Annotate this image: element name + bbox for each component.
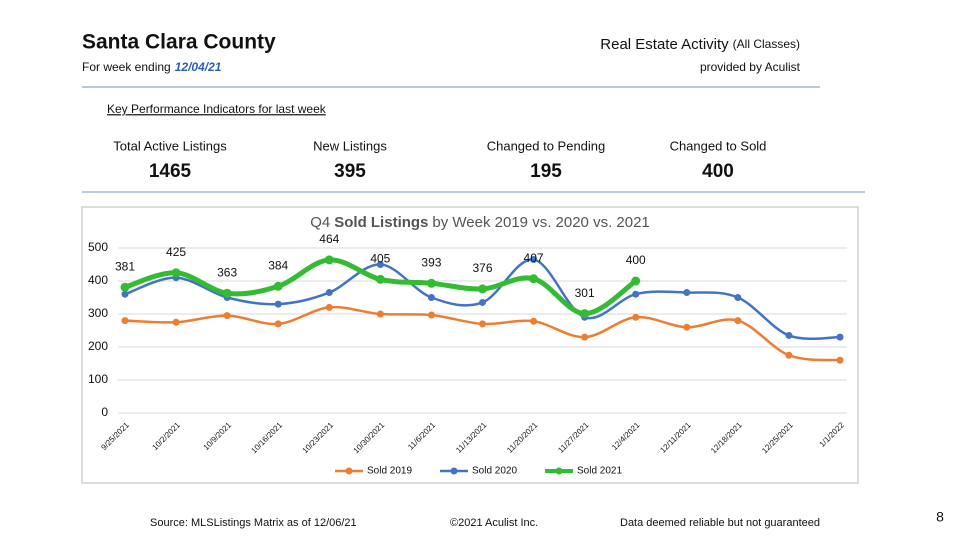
point-marker xyxy=(121,317,129,325)
point-marker xyxy=(325,303,333,311)
y-tick-label: 100 xyxy=(88,372,108,386)
point-marker xyxy=(478,284,487,294)
point-marker xyxy=(632,290,640,298)
point-marker xyxy=(427,311,435,319)
footer-disclaimer: Data deemed reliable but not guaranteed xyxy=(620,517,820,529)
point-marker xyxy=(683,323,691,331)
report-classes: (All Classes) xyxy=(733,37,800,51)
point-marker xyxy=(632,313,640,321)
y-tick-label: 0 xyxy=(101,405,108,419)
point-marker xyxy=(530,317,538,325)
kpi-value: 195 xyxy=(530,161,562,182)
y-tick-label: 400 xyxy=(88,273,108,287)
point-marker xyxy=(427,294,435,301)
kpi-value: 395 xyxy=(334,161,366,182)
point-marker xyxy=(426,278,436,288)
point-marker xyxy=(530,256,538,264)
legend-label: Sold 2019 xyxy=(367,466,412,477)
provider: provided by Aculist xyxy=(700,60,801,74)
legend-label: Sold 2020 xyxy=(472,466,517,477)
data-label: 381 xyxy=(115,259,135,273)
week-line: For week ending 12/04/21 xyxy=(82,60,222,74)
point-marker xyxy=(222,288,232,298)
data-label: 301 xyxy=(575,286,595,300)
point-marker xyxy=(376,310,384,318)
chart-title-part: Q4 xyxy=(310,214,330,231)
y-tick-label: 200 xyxy=(88,339,108,353)
data-label: 425 xyxy=(166,245,186,259)
point-marker xyxy=(836,333,844,341)
week-date: 12/04/21 xyxy=(175,60,222,74)
point-marker xyxy=(479,320,486,328)
kpi-label: Changed to Pending xyxy=(487,138,606,153)
point-marker xyxy=(785,351,793,359)
point-marker xyxy=(479,298,486,306)
data-label: 407 xyxy=(524,251,544,265)
point-marker xyxy=(836,356,844,364)
point-marker xyxy=(273,281,283,291)
report-title: Real Estate Activity xyxy=(600,36,729,53)
point-marker xyxy=(529,274,539,284)
footer-source: Source: MLSListings Matrix as of 12/06/2… xyxy=(150,517,357,529)
kpi-value: 400 xyxy=(702,161,734,182)
data-label: 464 xyxy=(319,232,339,246)
data-label: 405 xyxy=(370,252,390,266)
data-label: 363 xyxy=(217,265,237,279)
legend-marker xyxy=(555,467,563,475)
series-line xyxy=(123,258,842,341)
data-label: 384 xyxy=(268,258,288,272)
point-marker xyxy=(223,312,231,320)
point-marker xyxy=(172,318,180,326)
point-marker xyxy=(785,331,793,339)
kpi-heading: Key Performance Indicators for last week xyxy=(107,102,327,116)
page-title: Santa Clara County xyxy=(82,31,276,54)
point-marker xyxy=(734,294,742,301)
point-marker xyxy=(375,274,385,284)
kpi-label: Changed to Sold xyxy=(670,138,767,153)
report-title-line: Real Estate Activity (All Classes) xyxy=(600,36,800,53)
chart-frame xyxy=(81,206,859,484)
point-marker xyxy=(683,289,691,297)
point-marker xyxy=(631,276,641,286)
point-marker xyxy=(274,300,282,308)
kpi-label: New Listings xyxy=(313,138,387,153)
week-prefix: For week ending xyxy=(82,60,171,74)
y-tick-label: 500 xyxy=(88,240,108,254)
kpi-row: Total Active Listings 1465 New Listings 395… xyxy=(113,138,766,182)
y-tick-label: 300 xyxy=(88,306,108,320)
point-marker xyxy=(324,255,334,265)
point-marker xyxy=(121,290,129,298)
legend-label: Sold 2021 xyxy=(577,466,622,477)
page-number: 8 xyxy=(936,509,944,525)
legend-marker xyxy=(450,467,458,475)
point-marker xyxy=(734,317,742,325)
point-marker xyxy=(325,289,333,297)
kpi-value: 1465 xyxy=(149,161,192,182)
kpi-label: Total Active Listings xyxy=(113,138,227,153)
point-marker xyxy=(274,320,282,328)
chart-title-part: by Week 2019 vs. 2020 vs. 2021 xyxy=(432,214,649,231)
chart-title-part: Sold Listings xyxy=(334,214,428,231)
point-marker xyxy=(120,282,130,292)
point-marker xyxy=(171,268,181,278)
point-marker xyxy=(580,309,590,319)
legend-marker xyxy=(345,467,353,475)
data-label: 376 xyxy=(472,261,492,275)
point-marker xyxy=(376,261,384,268)
point-marker xyxy=(581,333,589,341)
data-label: 393 xyxy=(421,255,441,269)
chart-title: Q4 Sold Listings by Week 2019 vs. 2020 vs.… xyxy=(310,214,650,231)
footer-copyright: ©2021 Aculist Inc. xyxy=(450,517,538,529)
data-label: 400 xyxy=(626,253,646,267)
